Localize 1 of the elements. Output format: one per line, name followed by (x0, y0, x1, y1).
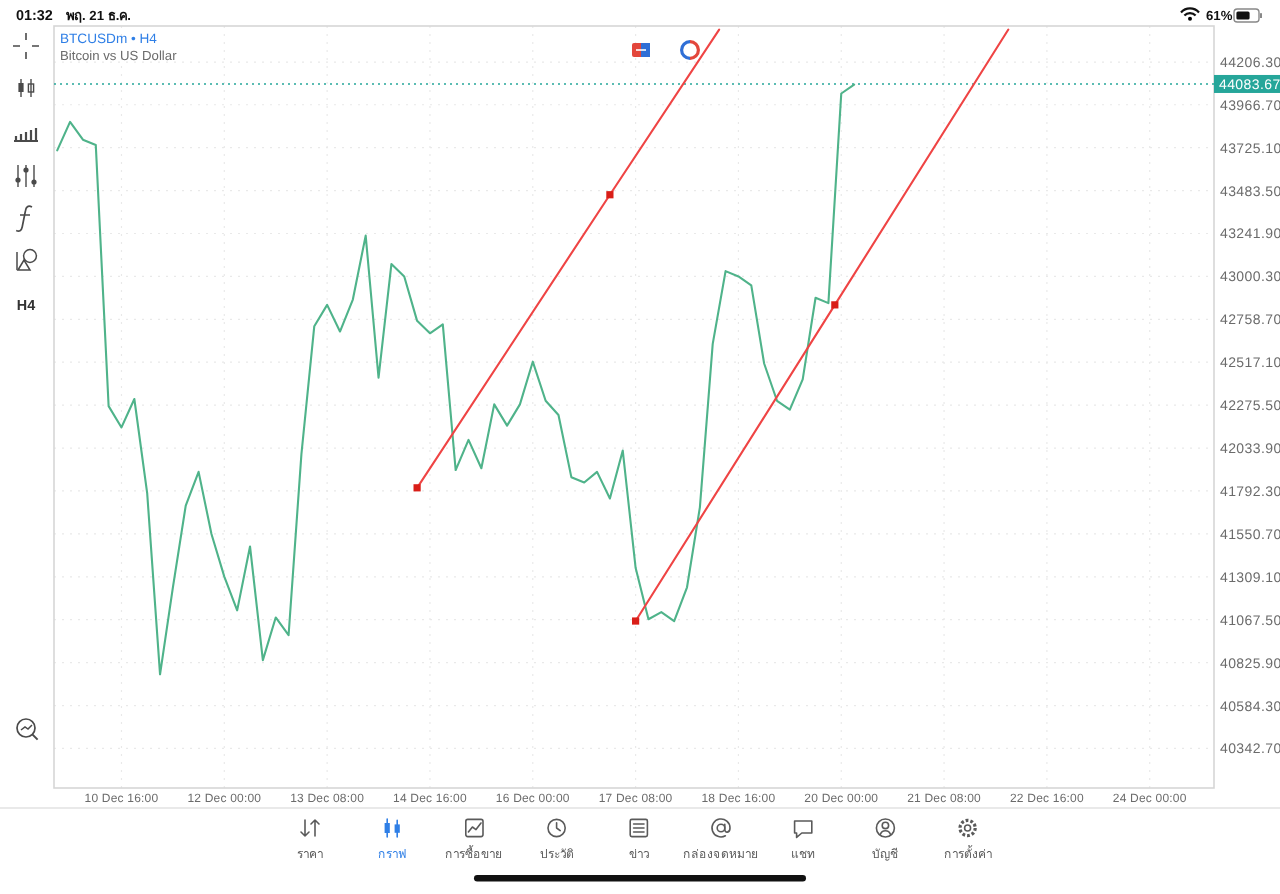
line-series (56, 83, 856, 676)
